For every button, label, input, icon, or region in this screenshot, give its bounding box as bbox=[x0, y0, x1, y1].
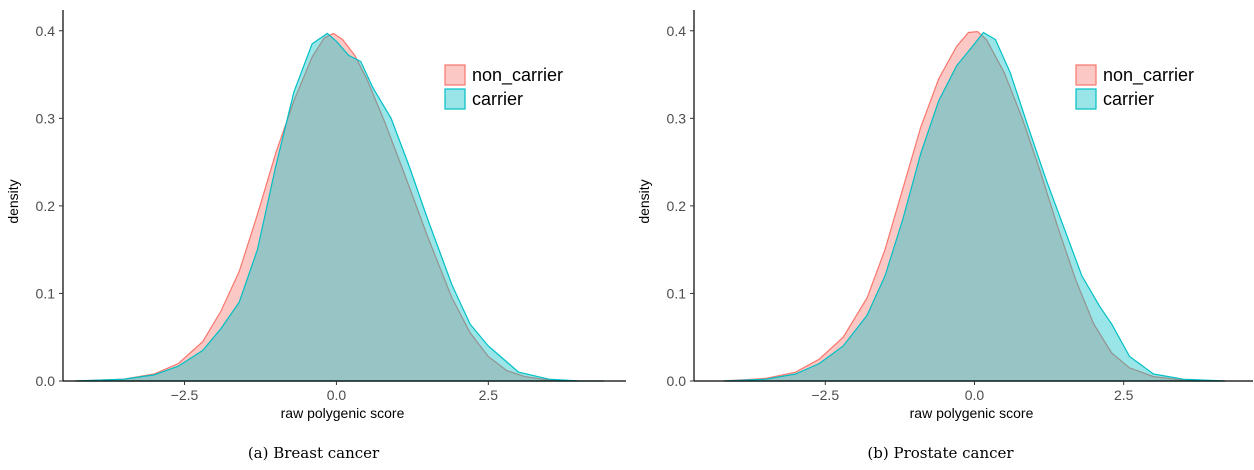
density-area-carrier bbox=[723, 31, 1226, 382]
x-axis-title: raw polygenic score bbox=[281, 405, 405, 421]
y-tick-label: 0.3 bbox=[36, 110, 56, 126]
caption-breast: (a) Breast cancer bbox=[247, 444, 380, 462]
y-axis-title: density bbox=[636, 179, 652, 223]
y-tick-label: 0.3 bbox=[667, 110, 687, 126]
x-tick-label: 2.5 bbox=[479, 387, 499, 403]
legend-swatch-non-carrier bbox=[1075, 64, 1097, 86]
x-tick-label: −2.5 bbox=[811, 387, 839, 403]
density-area-non-carrier bbox=[75, 32, 604, 382]
y-tick-label: 0.0 bbox=[667, 373, 687, 389]
panel-prostate-cancer: 0.0 0.1 0.2 0.3 0.4 −2.5 0.0 2.5 raw polygenic s… bbox=[627, 0, 1254, 470]
legend-label-carrier: carrier bbox=[1103, 89, 1154, 109]
legend-label-non-carrier: non_carrier bbox=[1103, 65, 1194, 86]
legend-swatch-non-carrier bbox=[444, 64, 466, 86]
density-chart-prostate: 0.0 0.1 0.2 0.3 0.4 −2.5 0.0 2.5 raw polygenic s… bbox=[636, 10, 1253, 421]
y-tick-label: 0.4 bbox=[36, 23, 56, 39]
legend-swatch-carrier bbox=[1075, 88, 1097, 110]
y-tick-label: 0.1 bbox=[667, 285, 687, 301]
x-tick-label: 0.0 bbox=[327, 387, 347, 403]
y-axis-title: density bbox=[5, 179, 21, 223]
density-chart-breast: 0.0 0.1 0.2 0.3 0.4 −2.5 0.0 2.5 raw polygenic s… bbox=[5, 10, 626, 421]
panel-breast-cancer: 0.0 0.1 0.2 0.3 0.4 −2.5 0.0 2.5 raw polygenic s… bbox=[5, 10, 626, 462]
legend-swatch-carrier bbox=[444, 88, 466, 110]
x-tick-label: 2.5 bbox=[1114, 387, 1134, 403]
caption-prostate: (b) Prostate cancer bbox=[867, 444, 1014, 462]
x-tick-label: −2.5 bbox=[171, 387, 199, 403]
density-area-non-carrier bbox=[723, 30, 1226, 382]
y-tick-label: 0.2 bbox=[36, 198, 56, 214]
x-tick-label: 0.0 bbox=[965, 387, 985, 403]
x-axis-title: raw polygenic score bbox=[910, 405, 1034, 421]
y-tick-label: 0.0 bbox=[36, 373, 56, 389]
density-area-carrier bbox=[75, 32, 604, 382]
y-tick-label: 0.4 bbox=[667, 23, 687, 39]
legend-label-carrier: carrier bbox=[472, 89, 523, 109]
y-tick-label: 0.1 bbox=[36, 285, 56, 301]
y-tick-label: 0.2 bbox=[667, 198, 687, 214]
legend-label-non-carrier: non_carrier bbox=[472, 65, 563, 86]
